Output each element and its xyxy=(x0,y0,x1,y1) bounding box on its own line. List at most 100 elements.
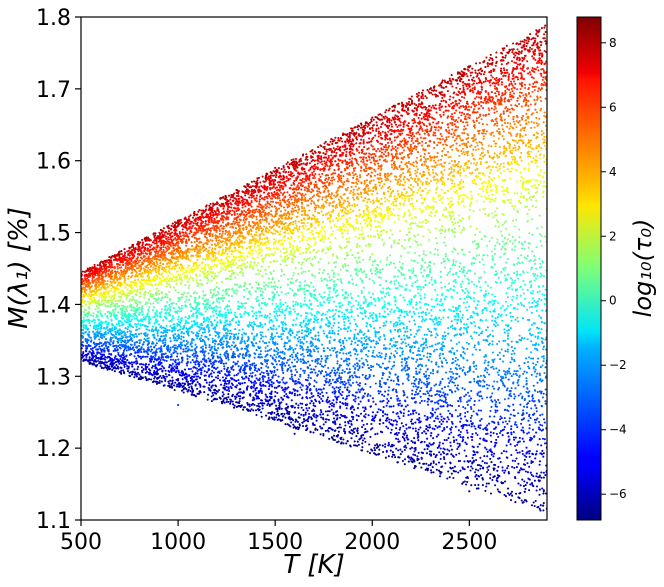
scatter-point xyxy=(395,279,398,282)
scatter-point xyxy=(510,353,513,356)
scatter-point xyxy=(444,244,447,247)
scatter-point xyxy=(469,469,472,472)
scatter-point xyxy=(530,198,533,202)
scatter-point xyxy=(403,247,406,250)
scatter-point xyxy=(211,369,214,372)
scatter-point xyxy=(396,275,399,278)
scatter-point xyxy=(470,465,473,468)
scatter-point xyxy=(509,303,512,306)
scatter-point xyxy=(444,295,448,298)
scatter-point xyxy=(446,150,450,153)
scatter-point xyxy=(247,230,250,233)
scatter-point xyxy=(290,373,293,376)
scatter-point xyxy=(534,37,537,40)
scatter-point xyxy=(464,306,467,309)
scatter-point xyxy=(251,252,254,255)
scatter-point xyxy=(329,354,332,357)
scatter-point xyxy=(390,163,393,166)
scatter-point xyxy=(162,227,165,230)
scatter-point xyxy=(267,253,270,256)
scatter-point xyxy=(430,314,433,317)
scatter-point xyxy=(127,346,130,349)
scatter-point xyxy=(368,452,372,455)
scatter-point xyxy=(445,130,448,133)
scatter-point xyxy=(485,485,488,488)
scatter-point xyxy=(500,172,503,175)
scatter-point xyxy=(400,272,403,275)
scatter-point xyxy=(431,305,434,308)
scatter-point xyxy=(458,102,461,105)
scatter-point xyxy=(170,224,173,227)
scatter-point xyxy=(457,221,460,224)
scatter-point xyxy=(332,275,335,279)
scatter-point xyxy=(514,421,517,424)
scatter-point xyxy=(491,351,495,354)
scatter-point xyxy=(506,51,509,54)
scatter-point xyxy=(427,152,430,155)
scatter-point xyxy=(332,405,335,408)
scatter-point xyxy=(530,504,534,507)
scatter-point xyxy=(449,444,452,447)
scatter-point xyxy=(512,42,515,45)
scatter-point xyxy=(308,257,311,260)
scatter-point xyxy=(300,231,303,234)
scatter-point xyxy=(319,301,322,304)
scatter-point xyxy=(450,74,453,77)
scatter-point xyxy=(333,169,336,172)
scatter-point xyxy=(383,242,386,245)
scatter-point xyxy=(437,433,440,436)
scatter-point xyxy=(414,172,417,175)
scatter-point xyxy=(223,307,226,310)
scatter-point xyxy=(271,291,274,294)
scatter-point xyxy=(341,294,344,297)
scatter-point xyxy=(369,394,372,397)
scatter-point xyxy=(385,258,388,261)
scatter-point xyxy=(481,122,484,126)
scatter-point xyxy=(307,182,310,185)
scatter-point xyxy=(356,188,359,192)
scatter-point xyxy=(384,456,387,459)
scatter-point xyxy=(405,345,408,348)
scatter-point xyxy=(392,419,395,422)
scatter-point xyxy=(495,219,499,222)
scatter-point xyxy=(279,255,282,258)
scatter-point xyxy=(540,234,543,237)
scatter-point xyxy=(443,357,446,360)
scatter-point xyxy=(472,370,475,373)
scatter-point xyxy=(416,191,419,195)
scatter-point xyxy=(497,137,500,140)
scatter-point xyxy=(233,374,236,377)
scatter-point xyxy=(491,212,494,215)
scatter-point xyxy=(443,458,446,461)
scatter-point xyxy=(465,72,468,75)
scatter-point xyxy=(289,366,292,369)
scatter-point xyxy=(512,155,516,158)
scatter-point xyxy=(512,295,515,298)
scatter-point xyxy=(455,438,458,441)
scatter-point xyxy=(372,349,375,352)
scatter-point xyxy=(148,329,151,332)
scatter-point xyxy=(389,449,392,452)
scatter-point xyxy=(331,332,334,335)
scatter-point xyxy=(378,380,382,383)
scatter-point xyxy=(171,376,174,379)
scatter-point xyxy=(452,476,455,480)
scatter-point xyxy=(185,330,188,333)
scatter-point xyxy=(440,135,443,138)
scatter-point xyxy=(401,262,404,265)
scatter-point xyxy=(530,150,533,153)
scatter-point xyxy=(542,121,545,124)
scatter-point xyxy=(329,375,332,378)
scatter-point xyxy=(402,414,405,418)
scatter-point xyxy=(514,444,517,448)
scatter-point xyxy=(400,144,403,148)
scatter-point xyxy=(399,354,402,357)
scatter-point xyxy=(409,227,412,230)
scatter-point xyxy=(410,269,413,272)
scatter-point xyxy=(525,403,529,406)
scatter-point xyxy=(414,454,417,457)
scatter-point xyxy=(478,334,481,337)
scatter-point xyxy=(294,347,297,350)
scatter-point xyxy=(260,411,263,414)
scatter-point xyxy=(304,158,307,161)
